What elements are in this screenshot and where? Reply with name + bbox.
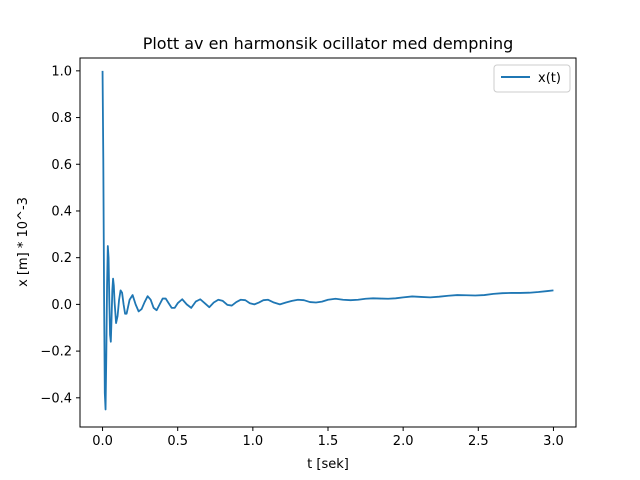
y-tick-label: 0.8 bbox=[51, 111, 72, 126]
y-tick-label: 0.2 bbox=[51, 251, 72, 266]
axes-frame bbox=[79, 57, 577, 428]
y-tick-label: 0.4 bbox=[51, 204, 72, 219]
x-tick-label: 2.5 bbox=[468, 434, 489, 449]
y-tick-label: 0.0 bbox=[51, 298, 72, 313]
x-tick-label: 1.0 bbox=[243, 434, 264, 449]
chart-title: Plott av en harmonsik ocillator med demp… bbox=[143, 34, 514, 53]
x-tick-label: 0.0 bbox=[92, 434, 113, 449]
y-tick-label: 0.6 bbox=[51, 158, 72, 173]
plot-area: 0.0 0.5 1.0 1.5 2.0 2.5 3.0 −0.4 −0.2 0.0 0.2 0.4 0… bbox=[40, 57, 577, 449]
y-tick-label: 1.0 bbox=[51, 64, 72, 79]
x-tick-label: 1.5 bbox=[318, 434, 339, 449]
y-tick-label: −0.2 bbox=[40, 345, 72, 360]
x-tick-label: 2.0 bbox=[393, 434, 414, 449]
x-tick-label: 3.0 bbox=[543, 434, 564, 449]
y-axis-ticks: −0.4 −0.2 0.0 0.2 0.4 0.6 0.8 1.0 bbox=[40, 64, 80, 406]
legend: x(t) bbox=[493, 64, 571, 93]
x-tick-label: 0.5 bbox=[167, 434, 188, 449]
x-axis-ticks: 0.0 0.5 1.0 1.5 2.0 2.5 3.0 bbox=[92, 427, 564, 449]
y-axis-label: x [m] * 10^-3 bbox=[16, 197, 31, 287]
legend-label: x(t) bbox=[538, 71, 561, 86]
x-axis-label: t [sek] bbox=[307, 457, 349, 472]
axes-background bbox=[80, 58, 576, 427]
legend-box bbox=[493, 64, 571, 93]
series-line-0 bbox=[101, 70, 554, 411]
y-tick-label: −0.4 bbox=[40, 391, 72, 406]
series-group bbox=[101, 70, 554, 411]
